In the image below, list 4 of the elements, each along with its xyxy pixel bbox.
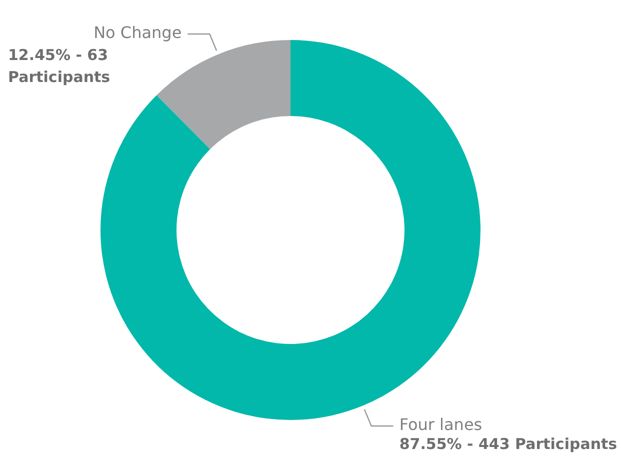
data-label: 12.45% - 63 Participants	[8, 46, 110, 86]
slice-label: No Change	[94, 23, 182, 42]
data-label: 87.55% - 443 Participants	[399, 434, 618, 453]
slice-label: Four lanes	[399, 415, 482, 434]
